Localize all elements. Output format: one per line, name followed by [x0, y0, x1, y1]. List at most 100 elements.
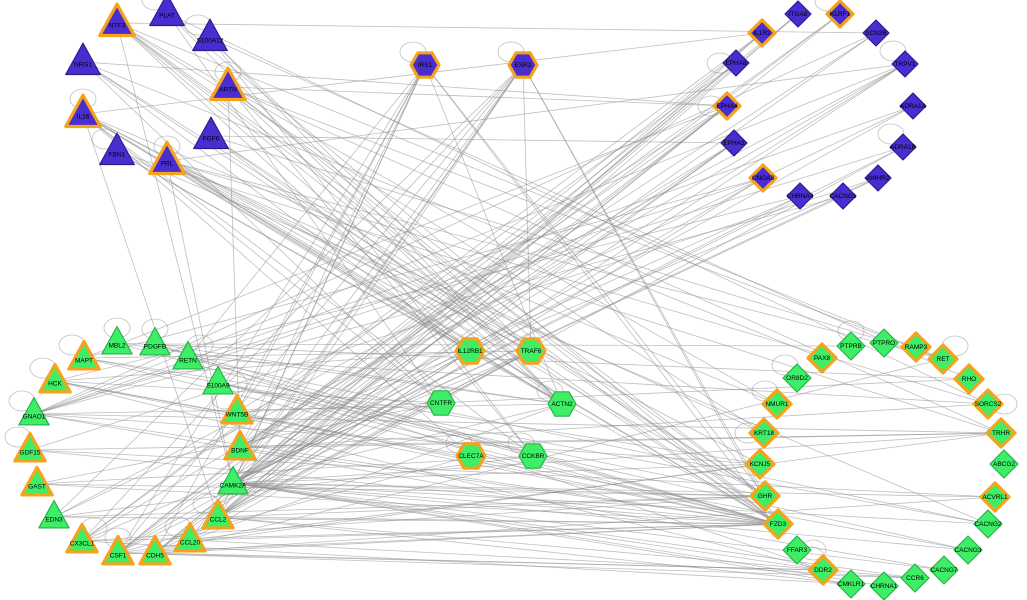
node-shape-diamond[interactable]	[749, 480, 781, 512]
edge-trpv1-camk2a[interactable]	[232, 63, 906, 484]
edge-cnga3-gnao1[interactable]	[33, 177, 764, 415]
node-ccr6[interactable]: CCR6	[900, 563, 930, 593]
node-nrg1[interactable]: NRG1	[65, 42, 101, 76]
edge-hck-fzd3[interactable]	[54, 380, 779, 525]
node-shape-triangle[interactable]	[202, 365, 234, 395]
node-clec7a[interactable]: CLEC7A	[455, 442, 487, 470]
edge-ntf3-camk2a[interactable]	[116, 22, 234, 484]
edge-il12rb1-hck[interactable]	[54, 350, 471, 382]
edge-bdnf-sorcs2[interactable]	[239, 403, 989, 449]
node-shape-diamond[interactable]	[973, 509, 1003, 539]
node-shape-diamond[interactable]	[712, 91, 742, 121]
self-loop-plat[interactable]	[141, 0, 169, 11]
node-shape-triangle[interactable]	[13, 431, 47, 463]
edge-camk2a-chrna1[interactable]	[232, 482, 885, 587]
node-epha4[interactable]: EPHA4	[712, 91, 742, 121]
edge-s100a12-rho[interactable]	[209, 37, 970, 380]
node-traf6[interactable]: TRAF6	[515, 337, 547, 365]
edge-camk2a-cacng3[interactable]	[232, 482, 969, 551]
node-or8d2[interactable]: OR8D2	[782, 363, 812, 393]
edge-il1r2-cx3cl1[interactable]	[81, 32, 763, 542]
node-shape-diamond[interactable]	[953, 535, 983, 565]
edge-prl-sorcs2[interactable]	[166, 160, 989, 405]
edge-prl-trpv1[interactable]	[166, 63, 906, 162]
edge-traf6-cx3cl1[interactable]	[81, 350, 532, 542]
edge-nrg1-epha4[interactable]	[82, 61, 728, 107]
edge-irs1-fzd3[interactable]	[424, 64, 779, 525]
edge-esr2-ghr[interactable]	[522, 64, 766, 497]
node-cacng3[interactable]: CACNG3	[953, 535, 983, 565]
node-trpv1[interactable]: TRPV1	[891, 50, 919, 78]
node-shape-triangle[interactable]	[148, 140, 186, 176]
node-shape-diamond[interactable]	[953, 363, 985, 395]
edge-camk2a-kcnj5[interactable]	[232, 463, 761, 484]
edge-s100a12-actn2[interactable]	[209, 37, 563, 405]
node-nmur1[interactable]: NMUR1	[761, 388, 793, 420]
node-shape-diamond[interactable]	[929, 555, 959, 585]
edge-plat-cntfr[interactable]	[166, 12, 442, 404]
edge-mbl2-rho[interactable]	[116, 342, 970, 380]
node-amhr2[interactable]: AMHR2	[864, 164, 892, 192]
edge-s100a12-traf6[interactable]	[209, 37, 532, 352]
edge-il12rb1-csf1[interactable]	[117, 350, 471, 554]
edge-il16-traf6[interactable]	[82, 113, 532, 352]
node-shape-triangle[interactable]	[18, 396, 50, 426]
node-shape-diamond[interactable]	[900, 563, 930, 593]
node-ramp3[interactable]: RAMP3	[900, 331, 932, 363]
edge-ccl2-ccr6[interactable]	[217, 516, 916, 579]
edge-cnga3-camk2a[interactable]	[232, 177, 764, 484]
node-shape-diamond[interactable]	[744, 448, 776, 480]
edge-irs1-bdnf[interactable]	[239, 64, 426, 449]
node-shape-hexagon[interactable]	[507, 51, 539, 79]
node-shape-diamond[interactable]	[836, 569, 866, 599]
edge-mapt-cacng2[interactable]	[83, 357, 989, 525]
node-shape-triangle[interactable]	[192, 18, 228, 52]
edge-cckbr-gast[interactable]	[36, 455, 534, 485]
edge-camk2a-cacng2[interactable]	[232, 482, 989, 525]
node-acvrl1[interactable]: ACVRL1	[979, 481, 1011, 513]
edge-cnga3-ccl2[interactable]	[217, 177, 764, 518]
edge-camk2a-fzd3[interactable]	[232, 482, 779, 525]
node-shape-diamond[interactable]	[985, 417, 1017, 449]
edge-epha3-ccl2[interactable]	[217, 142, 735, 518]
node-shape-triangle[interactable]	[38, 362, 72, 394]
edge-cdh5-fzd3[interactable]	[154, 523, 779, 554]
edge-il16-nmur1[interactable]	[82, 113, 778, 405]
edge-epha8-cx3cl1[interactable]	[81, 62, 737, 542]
edge-prl-traf6[interactable]	[166, 160, 532, 352]
node-shape-diamond[interactable]	[782, 363, 812, 393]
edge-trpv1-gnao1[interactable]	[33, 63, 906, 415]
edge-wnt5b-rho[interactable]	[236, 378, 970, 413]
node-shape-hexagon[interactable]	[426, 390, 456, 416]
edge-camk2a-cmklr1[interactable]	[232, 482, 852, 585]
node-shape-diamond[interactable]	[784, 0, 812, 28]
edge-s100a9-cacng3[interactable]	[217, 382, 969, 551]
edge-epha4-bdnf[interactable]	[239, 105, 728, 449]
node-il12rb1[interactable]: IL12RB1	[454, 337, 486, 365]
edge-irs1-ccl2[interactable]	[217, 64, 426, 518]
node-shape-diamond[interactable]	[747, 18, 777, 48]
node-shape-triangle[interactable]	[139, 326, 171, 356]
node-shape-triangle[interactable]	[209, 66, 247, 102]
edge-prl-actn2[interactable]	[166, 160, 563, 405]
edge-trpv1-bdnf[interactable]	[239, 63, 906, 449]
node-shape-diamond[interactable]	[829, 182, 857, 210]
edge-epha3-csf1[interactable]	[117, 142, 735, 554]
node-shape-triangle[interactable]	[149, 0, 185, 27]
edge-il16-clec7a[interactable]	[82, 113, 472, 457]
edge-retn-fzd3[interactable]	[187, 357, 779, 525]
edge-camk2a-cacng7[interactable]	[232, 482, 945, 571]
edge-wnt5b-fzd3[interactable]	[236, 411, 779, 525]
node-cacng2[interactable]: CACNG2	[973, 509, 1003, 539]
node-irs1[interactable]: IRS1	[409, 51, 441, 79]
edge-itga8-cdh5[interactable]	[154, 13, 799, 554]
node-shape-diamond[interactable]	[869, 571, 899, 600]
node-shape-triangle[interactable]	[220, 393, 254, 425]
node-shape-diamond[interactable]	[762, 508, 794, 540]
node-shape-diamond[interactable]	[864, 164, 892, 192]
edge-epha4-ccl2[interactable]	[217, 105, 728, 518]
node-shape-diamond[interactable]	[782, 535, 812, 565]
node-shape-triangle[interactable]	[101, 534, 135, 566]
edge-fgf6-fzd3[interactable]	[210, 135, 779, 525]
